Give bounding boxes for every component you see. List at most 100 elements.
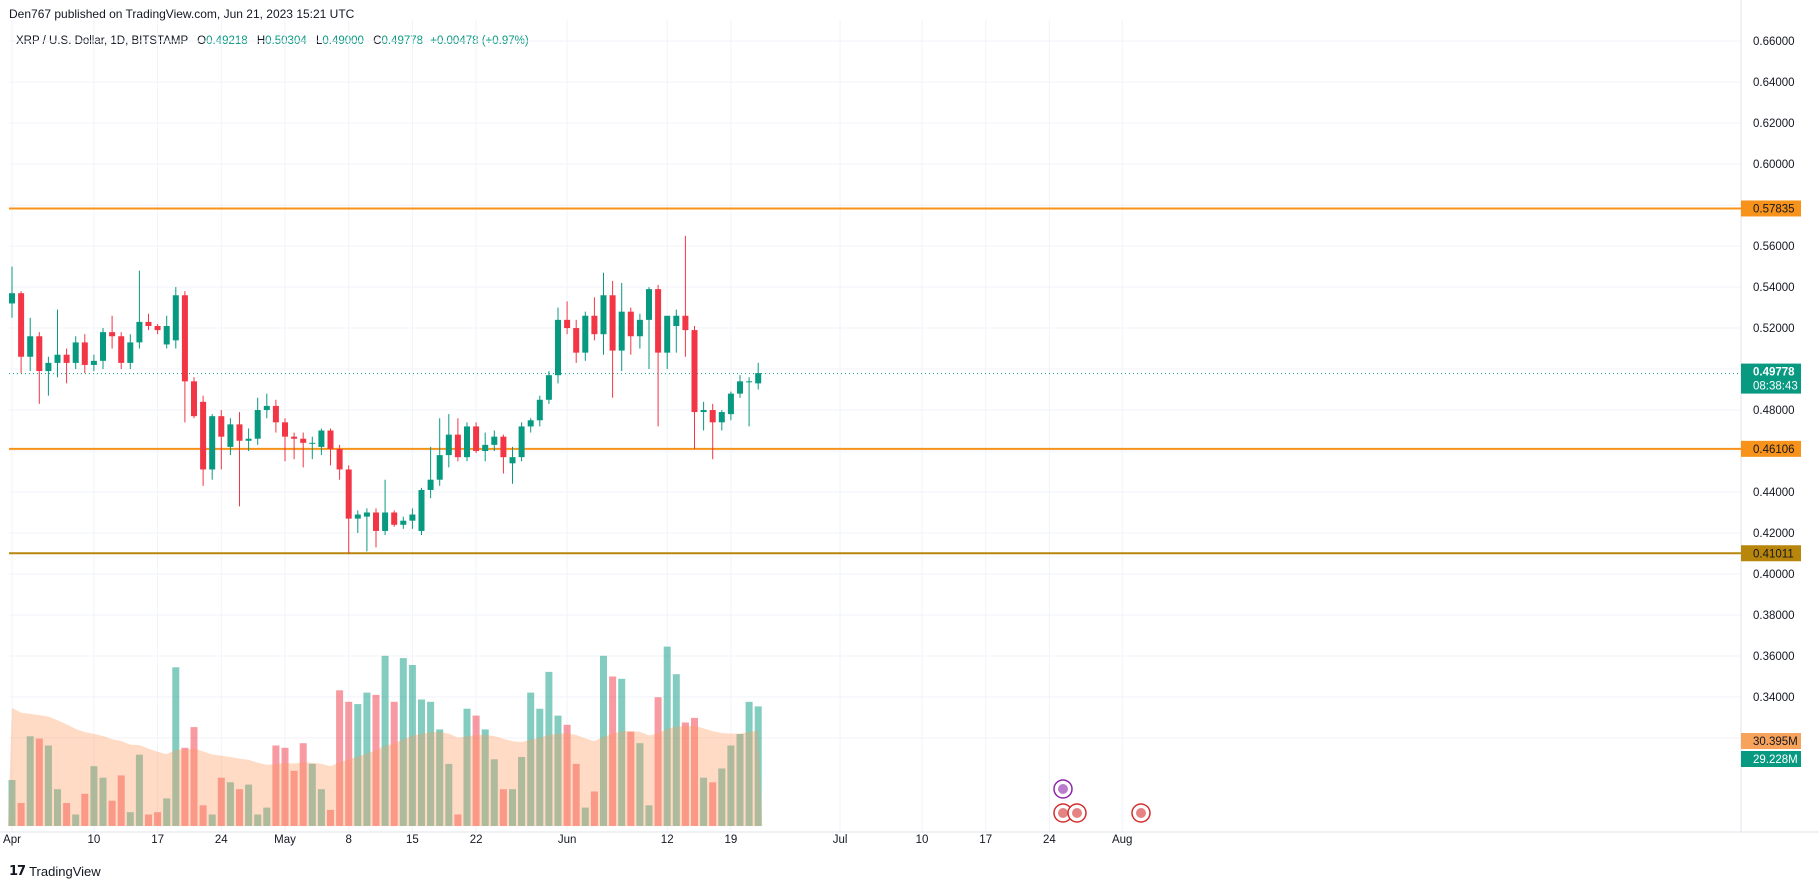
last-price-label: 0.49778 xyxy=(1753,367,1795,379)
volume-bar xyxy=(299,743,307,826)
candle-body xyxy=(172,295,179,341)
volume-bar xyxy=(126,812,134,826)
volume-ma-tag xyxy=(1741,733,1801,749)
time-tick-label: 12 xyxy=(661,834,674,846)
volume-bar xyxy=(17,803,25,826)
volume-bar xyxy=(372,694,380,826)
time-tick-label: 17 xyxy=(979,834,992,846)
time-tick-label: 10 xyxy=(88,834,101,846)
last-price-tag xyxy=(1741,363,1801,394)
candle-body xyxy=(445,434,452,456)
volume-bar xyxy=(518,757,526,826)
volume-bar xyxy=(354,704,362,826)
countdown-label: 08:38:43 xyxy=(1753,381,1798,393)
volume-bar xyxy=(672,674,680,826)
us-flag-event-icon-dot xyxy=(1072,808,1082,818)
candle-body xyxy=(454,434,461,458)
candle-body xyxy=(300,438,307,443)
level-price-tag xyxy=(1741,200,1801,217)
volume-bar xyxy=(81,793,89,826)
volume-bar xyxy=(245,784,253,826)
volume-bar xyxy=(226,782,234,826)
price-tick-label: 0.52000 xyxy=(1753,323,1795,335)
price-tick-label: 0.66000 xyxy=(1753,36,1795,48)
volume-bar xyxy=(308,763,316,826)
candle-body xyxy=(345,469,352,519)
candle-body xyxy=(582,315,589,353)
price-tick-label: 0.48000 xyxy=(1753,405,1795,417)
candle-body xyxy=(600,295,607,335)
candle-body xyxy=(191,381,197,417)
volume-bar xyxy=(463,708,471,826)
candle-body xyxy=(136,321,143,343)
price-tick-label: 0.54000 xyxy=(1753,282,1795,294)
time-tick-label: Jul xyxy=(833,834,848,846)
candle-body xyxy=(555,319,561,376)
candle-body xyxy=(746,381,753,383)
time-tick-label: 24 xyxy=(1043,834,1056,846)
price-tick-label: 0.64000 xyxy=(1753,77,1795,89)
volume-bar xyxy=(217,777,225,826)
candle-body xyxy=(382,512,389,531)
volume-bar xyxy=(572,763,580,826)
volume-bar xyxy=(163,798,171,826)
candle-body xyxy=(636,319,643,337)
candle-body xyxy=(573,328,580,353)
volume-bar xyxy=(691,717,698,826)
volume-bar xyxy=(509,789,516,826)
price-tick-label: 0.60000 xyxy=(1753,159,1795,171)
volume-bar xyxy=(718,768,726,826)
candle-body xyxy=(673,315,680,327)
time-tick-label: 10 xyxy=(916,834,929,846)
volume-bar xyxy=(336,690,344,826)
level-price-label: 0.57835 xyxy=(1753,203,1795,215)
price-tick-label: 0.42000 xyxy=(1753,528,1795,540)
volume-last-label: 29.228M xyxy=(1753,754,1798,766)
volume-bar xyxy=(26,736,34,826)
candle-body xyxy=(509,457,516,464)
candle-body xyxy=(109,332,116,337)
volume-bar xyxy=(72,814,80,826)
candle-body xyxy=(291,436,298,439)
us-flag-event-icon-dot xyxy=(1058,808,1068,818)
candle-body xyxy=(72,342,79,363)
volume-bar xyxy=(445,763,453,826)
volume-bar xyxy=(263,807,271,826)
volume-bar xyxy=(545,671,553,826)
candle-body xyxy=(145,321,152,327)
volume-bar xyxy=(654,697,662,826)
candle-body xyxy=(409,514,416,521)
volume-bar xyxy=(99,777,107,826)
price-tick-label: 0.38000 xyxy=(1753,610,1795,622)
candle-body xyxy=(118,336,125,363)
volume-bar xyxy=(427,701,435,826)
volume-bar xyxy=(600,655,607,826)
candle-body xyxy=(282,422,288,437)
candle-body xyxy=(363,512,370,517)
candle-body xyxy=(491,436,498,445)
time-tick-label: 19 xyxy=(725,834,738,846)
lightning-event-icon-dot xyxy=(1058,784,1068,794)
candle-body xyxy=(200,401,207,470)
volume-bar xyxy=(736,734,744,826)
candle-body xyxy=(254,410,261,439)
candle-body xyxy=(500,436,507,458)
volume-bar xyxy=(754,706,762,826)
volume-bar xyxy=(645,805,653,826)
tradingview-brand[interactable]: 𝟭𝟳 TradingView xyxy=(9,863,101,879)
candle-body xyxy=(591,315,598,335)
volume-bar xyxy=(418,699,425,826)
level-price-label: 0.46106 xyxy=(1753,444,1795,456)
price-tick-label: 0.36000 xyxy=(1753,651,1795,663)
volume-bar xyxy=(408,665,416,826)
volume-bar xyxy=(390,701,398,826)
time-tick-label: Jun xyxy=(558,834,577,846)
tradingview-logo-icon: 𝟭𝟳 xyxy=(9,863,26,878)
candle-body xyxy=(227,424,234,447)
volume-bar xyxy=(436,729,444,826)
volume-bar xyxy=(290,770,298,826)
volume-last-tag xyxy=(1741,751,1801,767)
volume-bar xyxy=(54,789,61,826)
volume-bar xyxy=(199,805,207,826)
